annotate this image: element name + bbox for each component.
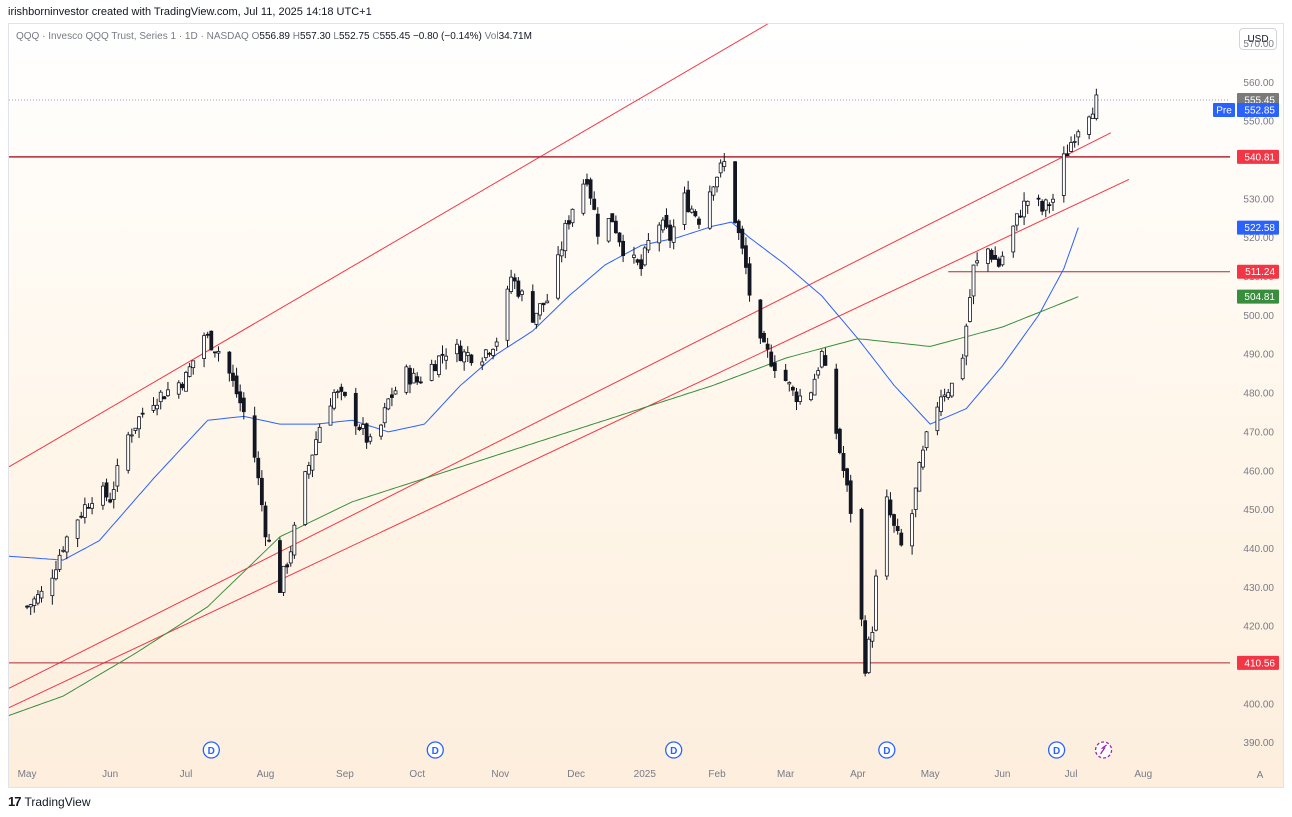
volume-value: 34.71M [498,31,532,42]
symbol-legend: QQQ · Invesco QQQ Trust, Series 1 · 1D ·… [16,31,532,42]
high-value: 557.30 [300,31,331,42]
high-label: H [292,31,301,42]
chart-attribution: irishborninvestor created with TradingVi… [8,6,372,18]
open-value: 556.89 [259,31,290,42]
change-value: −0.80 (−0.14%) [412,31,482,42]
chart-frame [8,23,1284,788]
tradingview-logo-icon[interactable]: 17 [8,794,22,809]
close-value: 555.45 [379,31,411,42]
currency-button[interactable]: USD [1239,28,1277,50]
symbol-description[interactable]: QQQ · Invesco QQQ Trust, Series 1 · 1D ·… [16,31,249,42]
footer: 17 TradingView [8,794,91,809]
tradingview-brand[interactable]: TradingView [24,794,91,809]
low-value: 552.75 [338,31,370,42]
volume-label: Vol [484,31,499,42]
close-label: C [372,31,380,42]
